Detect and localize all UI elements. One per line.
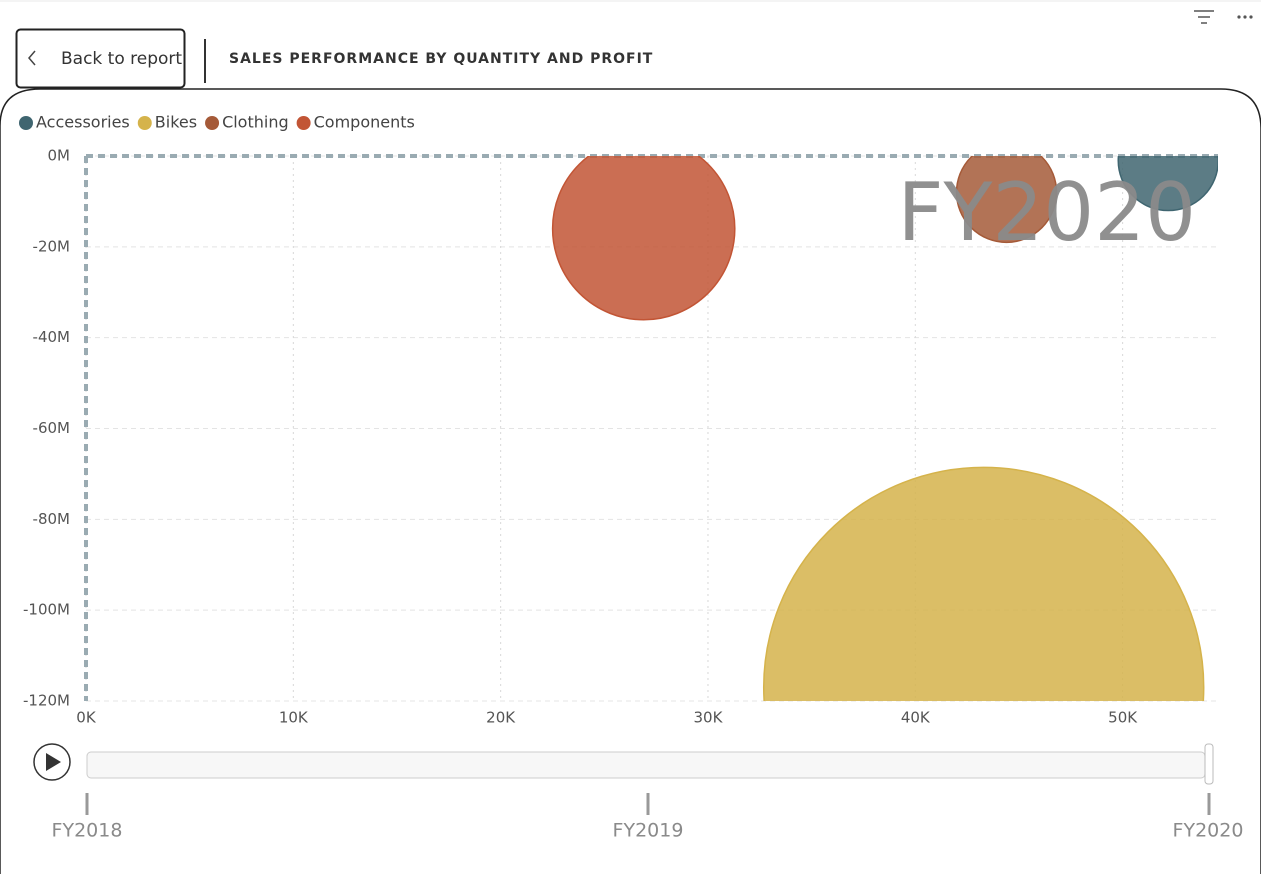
play-icon (46, 753, 61, 771)
legend-label: Accessories (36, 113, 130, 132)
bubble (955, 156, 1058, 244)
y-tick-label: -20M (33, 237, 70, 255)
bubble (1117, 156, 1218, 212)
play-handle[interactable] (1204, 743, 1214, 785)
x-tick-label: 20K (486, 709, 516, 727)
back-button[interactable]: Back to report (15, 28, 186, 89)
legend-label: Clothing (222, 113, 289, 132)
more-icon[interactable] (1237, 15, 1253, 19)
x-tick-label: 10K (279, 709, 309, 727)
visual-frame (0, 88, 1261, 874)
legend-label: Components (314, 113, 415, 132)
x-tick-label: 30K (694, 709, 724, 727)
play-label: FY2018 (52, 820, 123, 842)
y-tick-label: -80M (33, 510, 70, 528)
back-label: Back to report (61, 49, 182, 69)
y-tick-label: -60M (33, 419, 70, 437)
legend-label: Bikes (155, 113, 197, 132)
bubble (763, 466, 1205, 701)
y-tick-label: 0M (48, 147, 71, 165)
y-tick-label: -40M (33, 328, 70, 346)
page-title: SALES PERFORMANCE BY QUANTITY AND PROFIT (229, 51, 653, 67)
legend-marker (205, 116, 220, 130)
play-track[interactable] (86, 751, 1206, 779)
play-watermark: FY2020 (898, 166, 1196, 259)
y-tick-label: -120M (23, 692, 70, 710)
x-tick-label: 50K (1108, 709, 1138, 727)
x-tick-label: 0K (76, 709, 97, 727)
bubble (551, 156, 736, 321)
y-tick-label: -100M (23, 601, 70, 619)
filter-icon[interactable] (1194, 10, 1214, 24)
legend-marker (19, 116, 33, 130)
play-label: FY2019 (613, 820, 684, 842)
play-label: FY2020 (1173, 820, 1244, 842)
x-tick-label: 40K (901, 709, 931, 727)
legend-marker (296, 116, 311, 130)
legend-marker (137, 116, 152, 130)
